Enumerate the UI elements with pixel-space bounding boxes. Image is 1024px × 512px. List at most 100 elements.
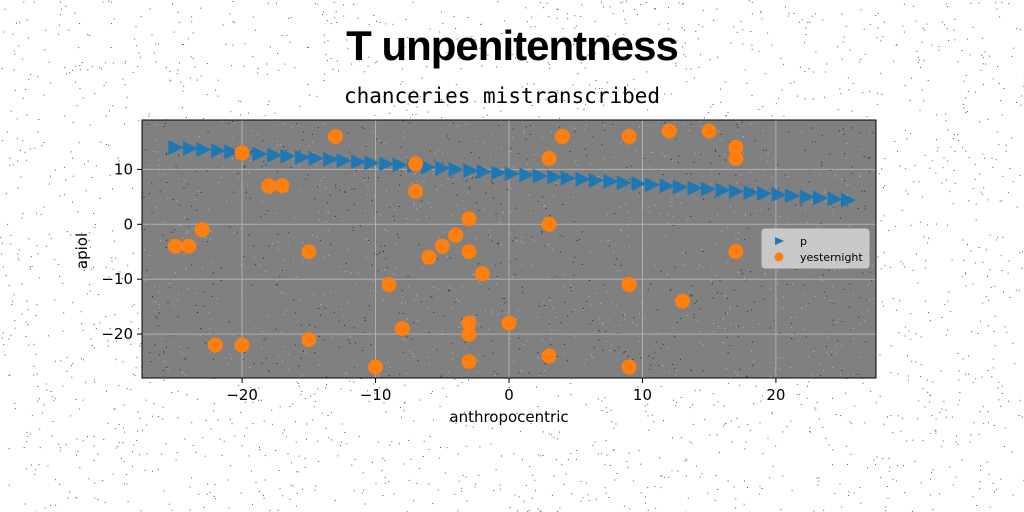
point-p <box>743 184 759 200</box>
point-p <box>435 160 451 176</box>
point-yesternight <box>621 359 637 375</box>
data-marks <box>167 123 856 375</box>
point-p <box>631 176 647 192</box>
point-p <box>420 159 436 175</box>
point-p <box>784 188 800 204</box>
point-p <box>323 152 339 168</box>
point-yesternight <box>167 238 183 254</box>
point-p <box>476 164 492 180</box>
point-yesternight <box>368 359 384 375</box>
point-yesternight <box>408 156 424 172</box>
point-yesternight <box>381 277 397 293</box>
point-p <box>687 180 703 196</box>
x-tick-label: −20 <box>226 386 258 404</box>
point-p <box>672 179 688 195</box>
point-yesternight <box>448 227 464 243</box>
legend-marker-p <box>775 237 784 245</box>
point-p <box>700 181 716 197</box>
y-tick-label: 10 <box>114 160 133 178</box>
point-yesternight <box>207 337 223 353</box>
point-yesternight <box>621 128 637 144</box>
point-p <box>799 189 815 205</box>
point-yesternight <box>541 150 557 166</box>
legend: p yesternight <box>761 228 870 269</box>
y-axis-ticks: −20 −10 0 10 <box>101 160 142 343</box>
point-p <box>280 148 296 164</box>
y-tick-label: −10 <box>101 270 133 288</box>
point-yesternight <box>261 178 277 194</box>
point-p <box>728 183 744 199</box>
point-yesternight <box>461 326 477 342</box>
point-p <box>504 166 520 182</box>
chart-title: T unpenitentness <box>346 22 679 69</box>
point-p <box>463 163 479 179</box>
point-p <box>659 178 675 194</box>
point-p <box>756 186 772 202</box>
point-yesternight <box>394 321 410 337</box>
y-axis-label: apiol <box>73 233 91 269</box>
point-p <box>252 146 268 162</box>
point-yesternight <box>234 145 250 161</box>
point-yesternight <box>461 244 477 260</box>
point-yesternight <box>474 266 490 282</box>
legend-marker-yesternight <box>774 252 784 262</box>
point-p <box>211 143 227 159</box>
point-p <box>295 149 311 165</box>
point-p <box>603 173 619 189</box>
point-yesternight <box>541 216 557 232</box>
point-yesternight <box>661 123 677 139</box>
legend-label-p: p <box>800 235 807 248</box>
point-p <box>308 150 324 166</box>
point-yesternight <box>728 244 744 260</box>
point-yesternight <box>541 348 557 364</box>
point-p <box>491 165 507 181</box>
point-yesternight <box>181 238 197 254</box>
x-axis-label: anthropocentric <box>449 408 568 426</box>
point-yesternight <box>301 244 317 260</box>
point-p <box>519 167 535 183</box>
point-p <box>196 142 212 158</box>
point-p <box>827 191 843 207</box>
point-p <box>588 172 604 188</box>
point-p <box>812 190 828 206</box>
point-p <box>183 141 199 157</box>
point-yesternight <box>421 249 437 265</box>
y-tick-label: 0 <box>123 215 133 233</box>
point-yesternight <box>461 354 477 370</box>
point-yesternight <box>194 222 210 238</box>
point-yesternight <box>728 150 744 166</box>
point-p <box>547 169 563 185</box>
x-tick-label: 0 <box>504 386 514 404</box>
point-p <box>575 171 591 187</box>
point-p <box>336 153 352 169</box>
point-yesternight <box>554 128 570 144</box>
point-p <box>532 168 548 184</box>
x-tick-label: 20 <box>766 386 785 404</box>
point-p <box>392 157 408 173</box>
point-p <box>168 139 184 155</box>
y-tick-label: −20 <box>101 325 133 343</box>
point-p <box>267 147 283 163</box>
x-tick-label: 10 <box>633 386 652 404</box>
point-p <box>771 187 787 203</box>
chart-subtitle: chanceries mistranscribed <box>343 84 661 108</box>
legend-box <box>761 228 870 269</box>
point-yesternight <box>501 315 517 331</box>
point-yesternight <box>728 139 744 155</box>
point-yesternight <box>301 332 317 348</box>
point-p <box>644 177 660 193</box>
point-yesternight <box>234 337 250 353</box>
x-axis-ticks: −20 −10 0 10 20 <box>226 378 785 404</box>
point-p <box>616 175 632 191</box>
point-p <box>224 144 240 160</box>
point-yesternight <box>328 128 344 144</box>
point-yesternight <box>408 183 424 199</box>
point-p <box>351 154 367 170</box>
point-p <box>364 155 380 171</box>
x-tick-label: −10 <box>360 386 392 404</box>
point-p <box>379 156 395 172</box>
point-yesternight <box>434 238 450 254</box>
point-p <box>840 192 856 208</box>
point-yesternight <box>621 277 637 293</box>
